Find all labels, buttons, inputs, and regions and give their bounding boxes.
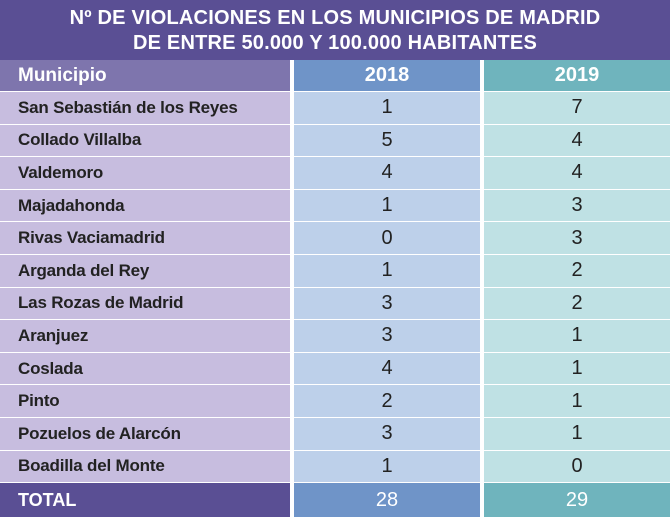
row-value-2019: 4 <box>484 124 670 158</box>
row-value-2018: 4 <box>294 352 480 386</box>
column-separator <box>290 157 294 190</box>
column-separator <box>290 287 294 321</box>
column-separator <box>480 320 484 353</box>
row-value-2018: 1 <box>294 92 480 125</box>
column-separator <box>480 222 484 255</box>
column-separator <box>290 60 294 92</box>
column-separator <box>290 92 294 125</box>
header-2019: 2019 <box>484 60 670 92</box>
row-value-2019: 2 <box>484 254 670 288</box>
row-municipio: Boadilla del Monte <box>0 450 290 484</box>
column-separator <box>480 189 484 223</box>
data-table: Municipio 2018 2019 San Sebastián de los… <box>0 60 670 517</box>
row-value-2019: 0 <box>484 450 670 484</box>
column-separator <box>290 385 294 418</box>
row-municipio: Rivas Vaciamadrid <box>0 222 290 255</box>
column-separator <box>480 450 484 484</box>
total-2018: 28 <box>294 483 480 517</box>
column-separator <box>480 483 484 517</box>
row-municipio: Las Rozas de Madrid <box>0 287 290 321</box>
row-value-2019: 1 <box>484 320 670 353</box>
row-municipio: Aranjuez <box>0 320 290 353</box>
column-separator <box>480 157 484 190</box>
table-title: Nº DE VIOLACIONES EN LOS MUNICIPIOS DE M… <box>0 0 670 60</box>
row-value-2018: 1 <box>294 189 480 223</box>
row-municipio: Pinto <box>0 385 290 418</box>
column-separator <box>290 352 294 386</box>
column-separator <box>290 222 294 255</box>
row-value-2018: 4 <box>294 157 480 190</box>
row-municipio: Collado Villalba <box>0 124 290 158</box>
row-value-2019: 2 <box>484 287 670 321</box>
header-municipio: Municipio <box>0 60 290 92</box>
row-value-2018: 0 <box>294 222 480 255</box>
row-value-2018: 3 <box>294 417 480 451</box>
column-separator <box>480 92 484 125</box>
column-separator <box>290 254 294 288</box>
title-line-2: DE ENTRE 50.000 Y 100.000 HABITANTES <box>132 32 538 54</box>
row-value-2019: 3 <box>484 189 670 223</box>
row-value-2019: 4 <box>484 157 670 190</box>
row-value-2019: 1 <box>484 385 670 418</box>
row-municipio: Coslada <box>0 352 290 386</box>
column-separator <box>480 352 484 386</box>
title-line-1: Nº DE VIOLACIONES EN LOS MUNICIPIOS DE M… <box>69 7 601 29</box>
total-label: TOTAL <box>0 483 290 517</box>
column-separator <box>480 417 484 451</box>
row-value-2018: 5 <box>294 124 480 158</box>
column-separator <box>290 417 294 451</box>
column-separator <box>480 287 484 321</box>
column-separator <box>290 189 294 223</box>
column-separator <box>290 450 294 484</box>
row-municipio: Valdemoro <box>0 157 290 190</box>
row-municipio: San Sebastián de los Reyes <box>0 92 290 125</box>
row-value-2018: 1 <box>294 450 480 484</box>
row-municipio: Arganda del Rey <box>0 254 290 288</box>
row-value-2018: 3 <box>294 287 480 321</box>
row-value-2019: 1 <box>484 352 670 386</box>
row-value-2018: 3 <box>294 320 480 353</box>
row-municipio: Pozuelos de Alarcón <box>0 417 290 451</box>
column-separator <box>480 254 484 288</box>
total-2019: 29 <box>484 483 670 517</box>
column-separator <box>290 483 294 517</box>
row-value-2019: 1 <box>484 417 670 451</box>
column-separator <box>290 124 294 158</box>
row-municipio: Majadahonda <box>0 189 290 223</box>
column-separator <box>480 60 484 92</box>
row-value-2018: 1 <box>294 254 480 288</box>
header-2018: 2018 <box>294 60 480 92</box>
row-value-2019: 3 <box>484 222 670 255</box>
column-separator <box>480 385 484 418</box>
row-value-2018: 2 <box>294 385 480 418</box>
column-separator <box>480 124 484 158</box>
row-value-2019: 7 <box>484 92 670 125</box>
column-separator <box>290 320 294 353</box>
